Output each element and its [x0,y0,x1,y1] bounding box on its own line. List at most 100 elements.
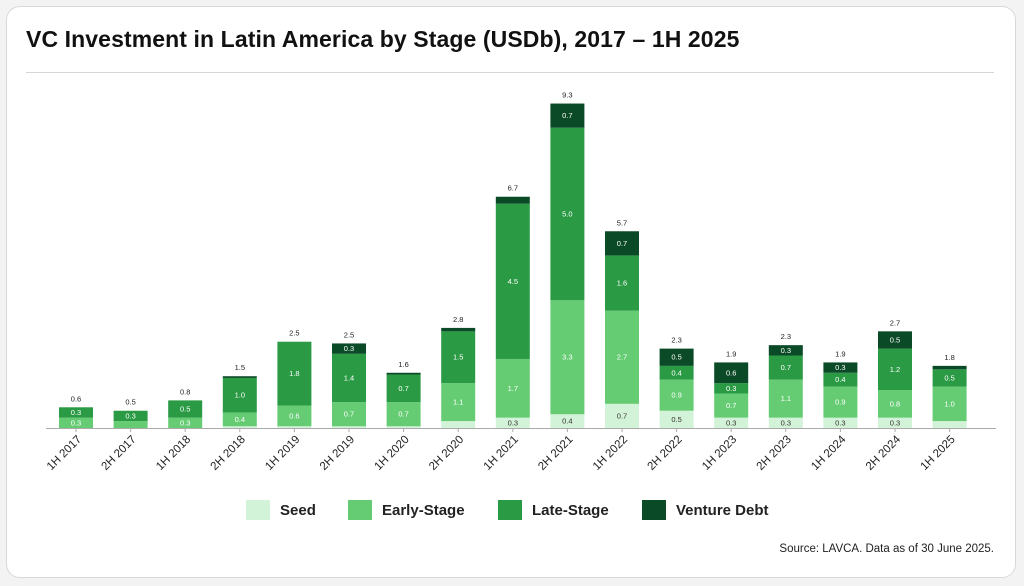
bar-label-late: 0.3 [726,384,736,393]
bar-label-late: 0.5 [944,373,954,382]
x-tick-label: 1H 2025 [918,434,957,473]
bar-label-early: 1.1 [453,398,463,407]
bar-seed [714,417,749,428]
bar-early [168,417,203,428]
x-tick-label: 2H 2022 [645,434,684,473]
bar-seed [605,403,639,428]
bar-seed [932,421,967,428]
chart-legend: Seed Early-Stage Late-Stage Venture Debt [0,500,1024,526]
total-label: 1.9 [726,349,736,358]
bar-label-debt: 0.7 [562,111,572,120]
source-note: Source: LAVCA. Data as of 30 June 2025. [779,543,994,555]
bar-early [605,310,639,404]
bar-early [59,417,93,428]
bar-seed [277,426,312,428]
total-label: 9.3 [562,91,572,100]
bar-label-late: 1.8 [289,369,299,378]
bar-label-late: 1.0 [235,391,245,400]
total-label: 2.3 [671,336,681,345]
bar-late [932,369,967,387]
bar-label-debt: 0.6 [726,368,736,377]
bar-debt [386,372,421,375]
total-label: 1.9 [835,349,845,358]
legend-item-seed: Seed [246,500,316,520]
bar-label-late: 0.4 [671,368,681,377]
bar-early [768,379,803,418]
x-tick-label: 1H 2018 [154,434,193,473]
bar-label-debt: 0.3 [781,346,791,355]
bar-late [168,400,203,418]
bar-debt [659,348,694,366]
bar-late [495,203,530,359]
bar-label-seed: 0.4 [562,417,572,426]
bar-label-early: 0.8 [890,399,900,408]
bar-seed [768,417,803,428]
x-tick-label: 2H 2017 [99,434,138,473]
bar-label-seed: 0.3 [890,418,900,427]
bar-early [495,358,530,418]
bar-label-early: 0.6 [289,411,299,420]
legend-swatch-seed [246,500,270,520]
bar-label-early: 0.3 [180,418,190,427]
bar-label-late: 1.4 [344,373,354,382]
bar-label-late: 1.2 [890,365,900,374]
legend-item-debt: Venture Debt [642,500,769,520]
bar-label-debt: 0.3 [835,363,845,372]
bar-debt [714,362,749,384]
x-tick-label: 2H 2024 [864,433,904,473]
bar-label-late: 1.6 [617,279,627,288]
bar-label-seed: 0.3 [835,418,845,427]
bar-debt [823,362,858,373]
legend-swatch-early [348,500,372,520]
bar-debt [441,327,476,332]
bar-label-late: 0.3 [71,408,81,417]
bar-debt [768,345,803,356]
bar-debt [550,103,585,128]
bar-label-late: 5.0 [562,210,572,219]
bar-label-early: 0.9 [835,398,845,407]
bar-early [113,421,148,428]
bar-label-late: 0.3 [125,411,135,420]
bar-label-seed: 0.3 [781,418,791,427]
total-label: 2.3 [781,332,791,341]
bar-late [878,348,912,391]
x-tick-label: 2H 2019 [318,434,357,473]
bar-label-early: 0.9 [671,391,681,400]
bar-label-early: 0.7 [726,401,736,410]
bar-late [113,410,148,422]
bar-label-debt: 0.7 [617,239,627,248]
total-label: 1.6 [398,360,408,369]
legend-swatch-debt [642,500,666,520]
title-divider [26,72,994,73]
bar-debt [222,376,257,378]
bar-early [823,386,858,418]
total-label: 2.5 [289,329,299,338]
x-tick-label: 1H 2020 [372,434,411,473]
bar-early [441,383,476,422]
x-tick-label: 2H 2018 [209,434,248,473]
bar-seed [332,426,366,428]
bar-late [605,255,639,311]
bar-seed [222,426,257,428]
bar-label-early: 1.7 [508,384,518,393]
bar-early [222,412,257,427]
bar-late [768,355,803,380]
bar-label-early: 1.0 [944,399,954,408]
bar-seed [550,414,585,428]
stacked-bar-chart: 0.3 0.3 0.6 1H 2017 0.3 0.5 2H 2017 0.3 0.5 0.8 1H… [45,91,996,473]
bar-label-late: 1.5 [453,353,463,362]
bar-late [222,377,257,413]
bar-seed [495,417,530,428]
chart-title: VC Investment in Latin America by Stage … [26,26,740,52]
bar-label-early: 0.7 [344,410,354,419]
bar-debt [878,331,912,349]
bar-late [823,372,858,387]
legend-label-debt: Venture Debt [676,501,769,519]
bar-label-early: 0.4 [235,415,245,424]
bar-early [714,393,749,418]
bar-label-debt: 0.5 [890,335,900,344]
x-tick-label: 1H 2019 [263,434,302,473]
x-tick-label: 1H 2023 [700,434,739,473]
x-tick-label: 1H 2017 [45,434,84,473]
bar-debt [932,365,967,370]
